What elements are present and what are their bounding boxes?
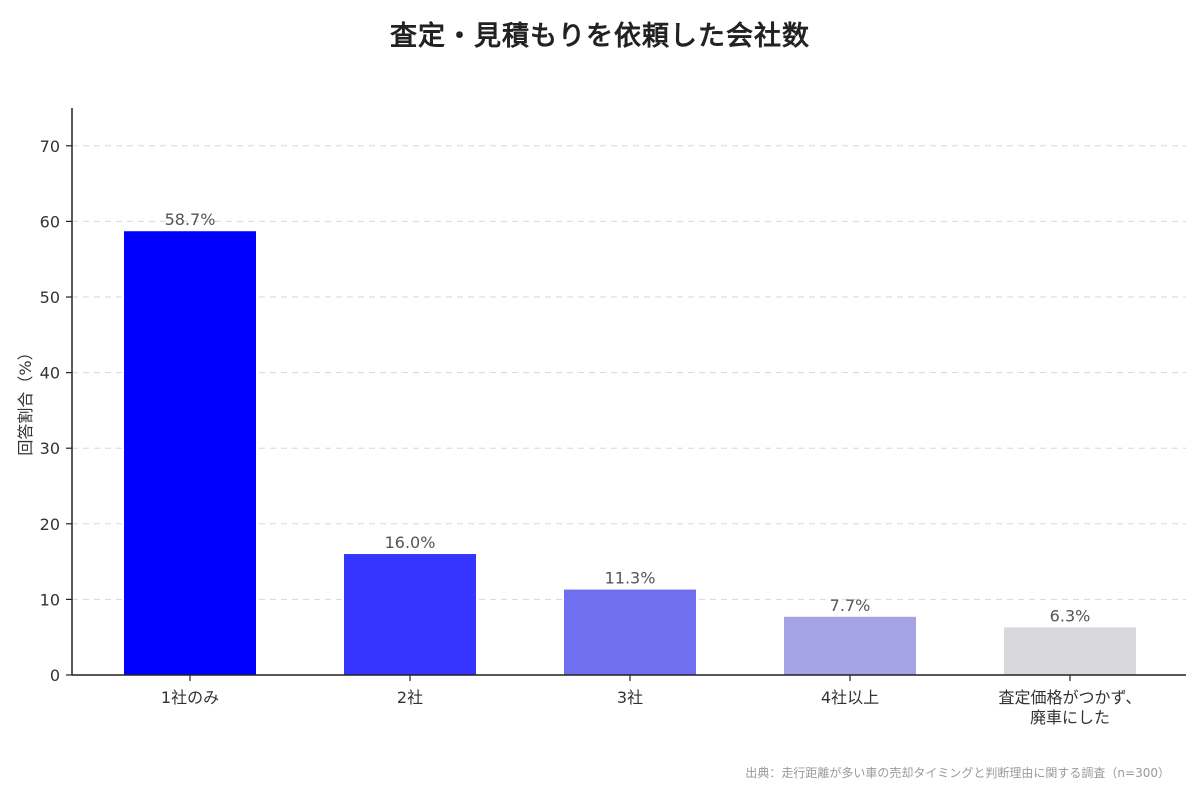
data-label: 58.7% — [165, 210, 216, 229]
y-tick-label: 40 — [40, 364, 60, 383]
axes — [66, 108, 1186, 681]
y-tick-label: 50 — [40, 288, 60, 307]
x-tick-label: 2社 — [397, 688, 423, 707]
y-tick-label: 30 — [40, 439, 60, 458]
x-tick-label: 査定価格がつかず、廃車にした — [999, 688, 1142, 727]
bar — [784, 616, 916, 675]
x-tick-labels: 1社のみ 2社 3社 4社以上 査定価格がつかず、廃車にした — [161, 688, 1142, 727]
y-tick-label: 70 — [40, 137, 60, 156]
source-note: 出典：走行距離が多い車の売却タイミングと判断理由に関する調査（n=300） — [745, 766, 1170, 780]
bars — [124, 231, 1136, 675]
bar — [124, 231, 256, 675]
x-tick-label: 3社 — [617, 688, 643, 707]
bar — [344, 554, 476, 675]
x-tick-label: 4社以上 — [821, 688, 879, 707]
y-tick-label: 60 — [40, 212, 60, 231]
data-label: 6.3% — [1050, 606, 1091, 625]
y-tick-label: 0 — [50, 666, 60, 685]
bar — [1004, 627, 1136, 675]
chart-title: 査定・見積もりを依頼した会社数 — [390, 21, 810, 52]
bar — [564, 589, 696, 675]
data-labels: 58.7% 16.0% 11.3% 7.7% 6.3% — [165, 210, 1091, 625]
data-label: 7.7% — [830, 596, 871, 615]
gridlines — [72, 145, 1186, 600]
y-tick-label: 20 — [40, 515, 60, 534]
x-tick-label: 1社のみ — [161, 688, 219, 707]
y-tick-labels: 0 10 20 30 40 50 60 70 — [40, 137, 60, 685]
data-label: 11.3% — [605, 569, 656, 588]
data-label: 16.0% — [385, 533, 436, 552]
y-tick-label: 10 — [40, 590, 60, 609]
